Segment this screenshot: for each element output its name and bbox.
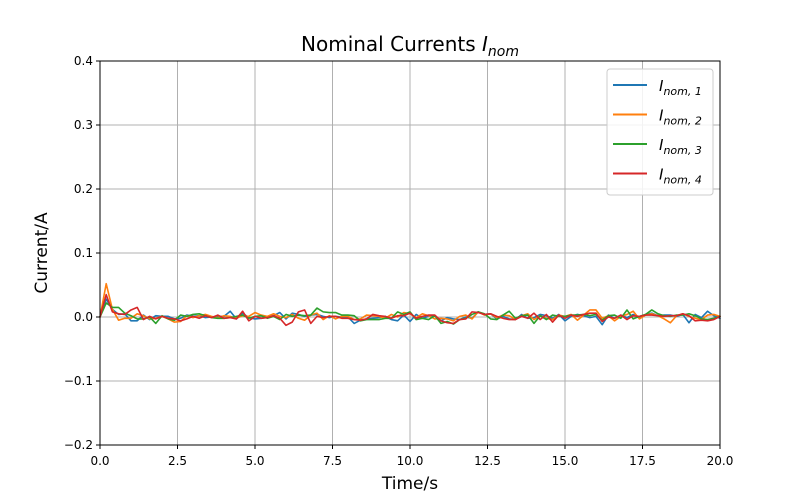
x-tick-label: 15.0 [552,454,579,468]
x-tick-label: 5.0 [245,454,264,468]
y-tick-label: 0.1 [74,246,93,260]
legend-label: Inom, 1 [659,77,702,98]
y-tick-label: −0.2 [64,438,93,452]
y-tick-label: 0.2 [74,182,93,196]
x-tick-label: 2.5 [168,454,187,468]
chart-title-main: Nominal Currents [301,32,482,56]
chart-title-symbol: I [482,32,488,56]
x-tick-label: 17.5 [629,454,656,468]
y-tick-label: 0.4 [74,54,93,68]
x-tick-label: 20.0 [707,454,734,468]
legend-label: Inom, 4 [659,166,702,187]
legend-label: Inom, 2 [659,107,702,128]
axis-ticks: 0.0 2.5 5.0 7.5 10.0 12.5 15.0 17.5 20.0 −0.2 −0.1… [64,54,734,468]
y-tick-label: 0.0 [74,310,93,324]
y-axis-title: Current/A [32,212,52,294]
series-line-nom-3 [99,302,721,325]
series-line-nom-4 [99,293,721,327]
legend-label: Inom, 3 [659,136,702,157]
data-series [99,282,721,327]
x-tick-label: 12.5 [474,454,501,468]
x-tick-label: 7.5 [323,454,342,468]
chart-title: Nominal Currents Inom [301,32,519,60]
chart-title-subscript: nom [488,44,519,60]
y-tick-label: −0.1 [64,374,93,388]
y-tick-label: 0.3 [74,118,93,132]
legend: Inom, 1 Inom, 2 Inom, 3 Inom, 4 [606,68,714,196]
legend-box [606,68,714,196]
x-tick-label: 0.0 [90,454,109,468]
x-tick-label: 10.0 [397,454,424,468]
x-axis-title: Time/s [381,474,438,494]
